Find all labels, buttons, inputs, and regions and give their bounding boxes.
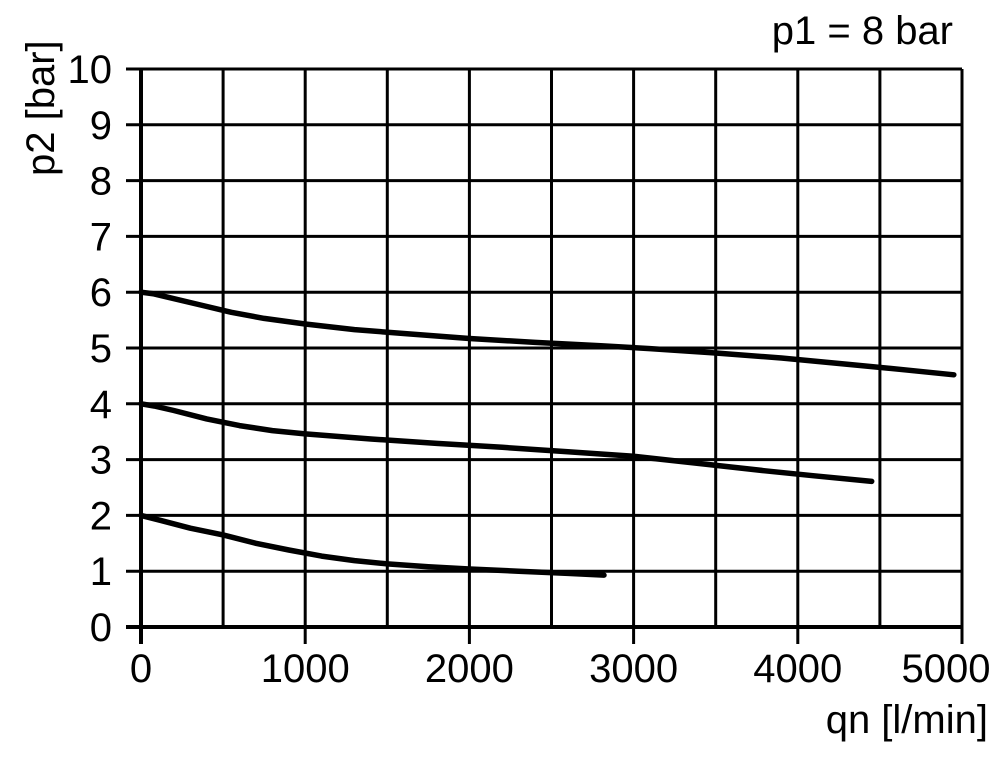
y-tick-label: 9 — [90, 104, 112, 148]
flow-curve-4-bar — [138, 401, 875, 485]
y-tick-label: 3 — [90, 439, 112, 483]
x-tick-label: 0 — [130, 647, 152, 691]
y-tick-label: 10 — [68, 48, 113, 92]
y-tick-label: 0 — [90, 606, 112, 650]
flow-curve-6-bar — [138, 289, 957, 378]
x-tick-label: 1000 — [261, 647, 350, 691]
x-tick-label: 4000 — [753, 647, 842, 691]
x-tick-label: 5000 — [902, 647, 991, 691]
y-tick-label: 6 — [90, 271, 112, 315]
y-tick-label: 5 — [90, 327, 112, 371]
x-tick-label: 3000 — [589, 647, 678, 691]
y-tick-label: 8 — [90, 160, 112, 204]
flow-curve-2-bar — [138, 512, 607, 578]
y-tick-label: 2 — [90, 494, 112, 538]
x-tick-label: 2000 — [425, 647, 514, 691]
y-tick-label: 4 — [90, 383, 112, 427]
y-tick-label: 7 — [90, 215, 112, 259]
x-axis-label: qn [l/min] — [825, 698, 988, 742]
y-tick-label: 1 — [90, 550, 112, 594]
y-axis-label: p2 [bar] — [19, 40, 63, 176]
chart-annotation-p1: p1 = 8 bar — [771, 9, 953, 53]
